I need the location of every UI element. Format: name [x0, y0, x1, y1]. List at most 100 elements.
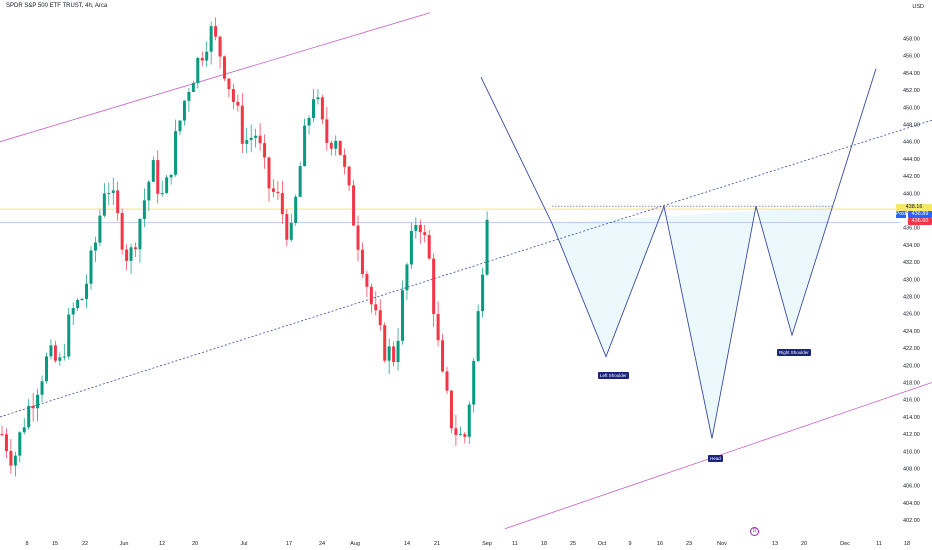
y-tick-label: 402.00 — [903, 518, 920, 524]
candle-body — [191, 82, 195, 92]
candle-body — [240, 105, 244, 144]
candle-body — [178, 120, 182, 132]
candle-body — [223, 56, 226, 79]
candle-body — [338, 140, 342, 155]
candle-body — [205, 51, 209, 61]
y-tick-label: 446.00 — [903, 140, 920, 146]
candle-body — [258, 135, 262, 144]
x-tick-label: 24 — [319, 541, 325, 547]
candle-body — [369, 286, 373, 305]
candle-body — [27, 405, 31, 428]
candle-body — [58, 357, 62, 361]
y-tick-label: 406.00 — [903, 484, 920, 490]
candle-body — [107, 193, 111, 195]
candle-body — [227, 78, 231, 90]
projection-path — [480, 68, 877, 439]
x-tick-label: Aug — [350, 541, 360, 547]
candle-body — [254, 135, 258, 138]
candle-body — [476, 311, 480, 361]
candle-body — [93, 242, 97, 251]
y-tick-label: 440.00 — [903, 191, 920, 197]
candle-body — [62, 356, 66, 358]
candle-body — [200, 57, 204, 61]
channel-upper-line — [0, 12, 431, 143]
candle-body — [45, 356, 48, 382]
candle-body — [53, 345, 57, 361]
y-tick-label: 432.00 — [903, 260, 920, 266]
channel-mid-line — [0, 119, 932, 418]
candle-body — [218, 36, 222, 57]
x-tick-label: 20 — [801, 541, 807, 547]
x-tick-label: 13 — [772, 541, 778, 547]
candle-body — [49, 345, 53, 357]
close-price-tag: 436.60 — [908, 218, 932, 225]
x-tick-label: Jul — [240, 541, 247, 547]
x-tick-label: 12 — [159, 541, 165, 547]
y-tick-label: 404.00 — [903, 501, 920, 507]
candle-body — [142, 200, 146, 220]
x-tick-label: 21 — [434, 541, 440, 547]
y-tick-label: 428.00 — [903, 295, 920, 301]
candle-body — [138, 219, 142, 250]
candle-body — [76, 300, 80, 309]
y-tick-label: 412.00 — [903, 432, 920, 438]
candle-body — [432, 258, 436, 315]
candle-body — [409, 230, 413, 265]
candle-body — [472, 360, 476, 405]
candle-body — [4, 434, 8, 452]
candle-body — [298, 166, 302, 197]
y-tick-label: 422.00 — [903, 346, 920, 352]
candle-body — [294, 196, 298, 223]
candle-body — [147, 181, 151, 201]
right-shoulder-label: Right Shoulder — [777, 349, 811, 356]
candle-body — [320, 97, 324, 120]
current-price-tag: 438.16 — [896, 204, 932, 211]
x-tick-label: Oct — [598, 541, 607, 547]
candle-body — [343, 154, 347, 167]
head-label: Head — [708, 455, 723, 462]
candle-body — [67, 314, 71, 357]
candle-body — [156, 160, 160, 194]
y-tick-label: 418.00 — [903, 381, 920, 387]
candle-body — [360, 249, 364, 274]
candle-body — [245, 140, 249, 144]
candle-body — [111, 190, 115, 194]
candle-body — [98, 215, 102, 243]
candle-body — [134, 247, 137, 250]
candle-body — [423, 232, 427, 236]
post-label: Post — [896, 211, 907, 218]
candle-body — [116, 190, 120, 214]
candle-body — [334, 140, 338, 149]
x-tick-label: 15 — [52, 541, 58, 547]
x-tick-label: 8 — [25, 541, 28, 547]
candle-body — [405, 264, 409, 291]
earnings-event-icon[interactable]: D — [750, 527, 759, 536]
candle-body — [449, 390, 453, 429]
candle-body — [249, 137, 253, 141]
candle-body — [271, 188, 275, 192]
candle-body — [22, 427, 26, 433]
post-price-tag: 436.89 — [908, 211, 932, 218]
candle-body — [316, 97, 320, 100]
candle-body — [160, 193, 164, 195]
candle-body — [396, 340, 400, 363]
currency-label: USD — [912, 4, 924, 10]
candle-body — [0, 434, 4, 436]
x-tick-label: 11 — [512, 541, 518, 547]
candle-body — [387, 346, 391, 361]
y-tick-label: 442.00 — [903, 174, 920, 180]
y-tick-label: 408.00 — [903, 467, 920, 473]
candle-body — [454, 428, 458, 435]
candle-body — [267, 157, 271, 189]
y-tick-label: 426.00 — [903, 312, 920, 318]
candle-body — [13, 455, 17, 466]
candle-body — [347, 166, 351, 186]
candle-body — [418, 224, 422, 233]
x-tick-label: 17 — [286, 541, 292, 547]
candle-body — [31, 405, 35, 409]
x-tick-label: 9 — [628, 541, 631, 547]
candle-body — [80, 298, 84, 301]
candle-body — [40, 381, 44, 395]
